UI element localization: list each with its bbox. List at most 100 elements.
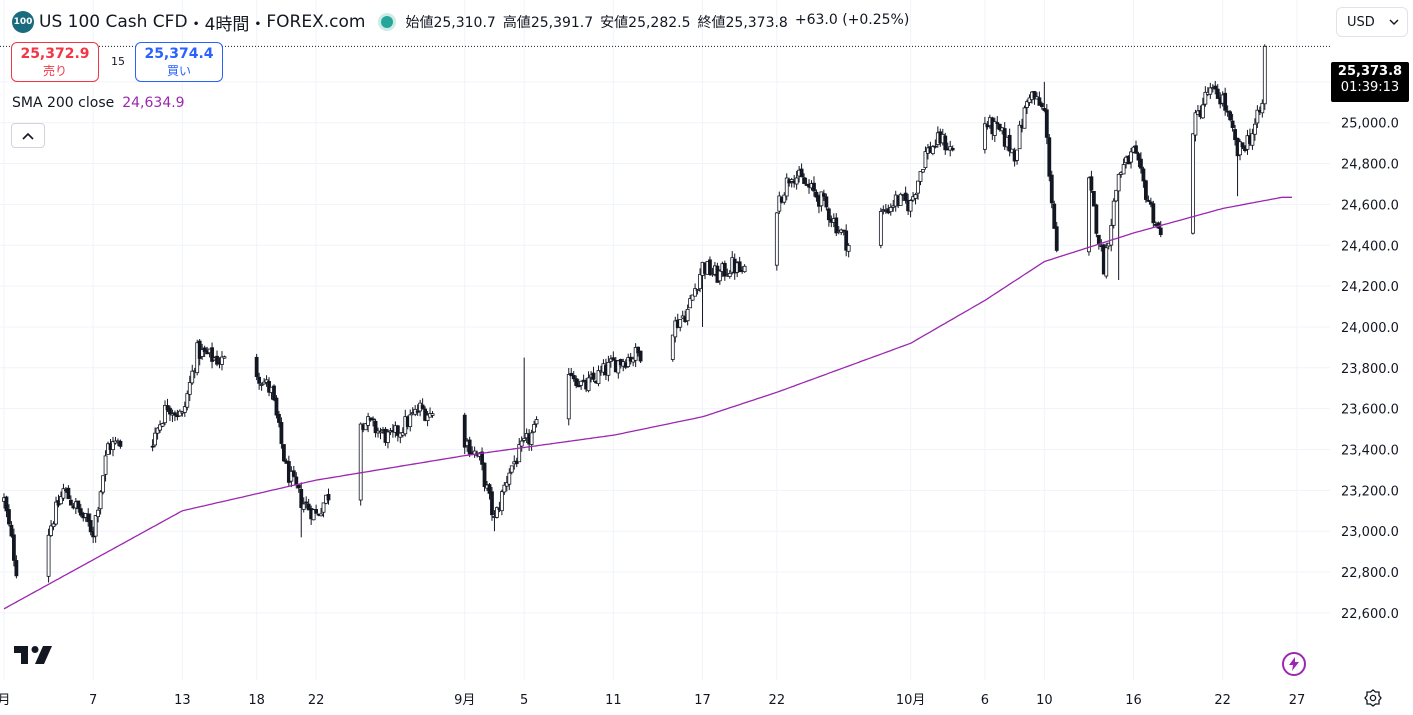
candle-body xyxy=(98,491,103,510)
candle-body xyxy=(1049,174,1054,204)
candle-body xyxy=(200,349,205,357)
candle-body xyxy=(933,145,938,148)
x-axis-tick-label: 16 xyxy=(1125,693,1142,708)
candle-body xyxy=(1134,145,1138,154)
gear-icon[interactable] xyxy=(1363,688,1383,708)
buy-label: 買い xyxy=(166,64,191,78)
candle-body xyxy=(688,298,693,309)
candle-body xyxy=(1215,88,1220,99)
candle-body xyxy=(812,182,816,192)
candle-body xyxy=(386,431,390,443)
candle-body xyxy=(1250,133,1255,146)
candle-body xyxy=(626,357,631,367)
y-axis-tick-label: 22,800.0 xyxy=(1341,566,1399,581)
candle-body xyxy=(1022,107,1027,129)
candle-body xyxy=(566,374,571,420)
candle-body xyxy=(921,169,925,173)
candle-body xyxy=(1032,91,1037,99)
candle-body xyxy=(499,491,504,512)
candle-body xyxy=(1252,123,1257,135)
candle-body xyxy=(1015,149,1019,161)
candle-body xyxy=(1193,112,1198,136)
sell-button[interactable]: 25,372.9 売り xyxy=(11,42,99,82)
candle-body xyxy=(799,168,804,178)
y-axis-tick-label: 22,600.0 xyxy=(1341,607,1399,622)
candle-body xyxy=(371,418,375,421)
candle-body xyxy=(311,509,316,521)
candle-body xyxy=(482,462,487,488)
candle-body xyxy=(670,334,675,360)
candle-body xyxy=(1025,101,1029,108)
y-axis-tick-label: 23,800.0 xyxy=(1341,362,1399,377)
x-axis-tick-label: 10月 xyxy=(896,693,926,708)
buy-button[interactable]: 25,374.4 買い xyxy=(135,42,223,82)
candle-body xyxy=(636,346,641,354)
candle-body xyxy=(155,427,160,434)
candle-body xyxy=(262,381,266,385)
indicator-legend[interactable]: SMA 200 close 24,634.9 xyxy=(12,95,185,111)
candle-body xyxy=(898,193,903,206)
currency-select[interactable]: USD xyxy=(1336,7,1408,37)
candle-body xyxy=(881,209,886,211)
tradingview-logo-icon[interactable] xyxy=(14,644,54,666)
candle-body xyxy=(296,484,301,489)
interval-label[interactable]: 4時間 xyxy=(204,14,250,35)
open-value: 25,310.7 xyxy=(433,15,496,31)
x-axis-tick-label: 10 xyxy=(1036,693,1053,708)
collapse-legend-button[interactable] xyxy=(11,123,45,148)
candle-body xyxy=(782,194,787,203)
x-axis-tick-label: 18 xyxy=(248,693,265,708)
x-axis-tick-label: 27 xyxy=(1289,693,1306,708)
candle-body xyxy=(173,412,177,416)
candle-body xyxy=(509,465,514,473)
candle-body xyxy=(480,451,484,465)
candle-body xyxy=(616,360,621,374)
candle-body xyxy=(1017,124,1022,150)
x-axis-tick-label: 5 xyxy=(520,693,528,708)
candle-body xyxy=(717,270,722,282)
candle-body xyxy=(46,534,51,577)
candle-body xyxy=(76,500,81,510)
exchange-label: FOREX.com xyxy=(266,12,366,32)
candle-body xyxy=(254,356,259,377)
candle-body xyxy=(695,289,700,292)
candle-body xyxy=(1233,129,1237,141)
candle-body xyxy=(395,425,400,436)
candle-body xyxy=(1255,109,1260,124)
x-axis-tick-label: 13 xyxy=(174,693,191,708)
bar-countdown: 01:39:13 xyxy=(1340,80,1400,95)
candle-body xyxy=(982,123,987,150)
candle-body xyxy=(14,560,19,577)
candle-body xyxy=(844,230,849,251)
y-axis-tick-label: 23,400.0 xyxy=(1341,444,1399,459)
candle-body xyxy=(708,259,712,275)
candle-body xyxy=(4,496,9,512)
candle-body xyxy=(1260,102,1265,114)
lightning-icon[interactable] xyxy=(1282,652,1306,676)
candle-body xyxy=(995,122,1000,124)
symbol-name[interactable]: US 100 Cash CFD xyxy=(39,12,188,32)
candle-body xyxy=(78,508,83,516)
y-axis-tick-label: 25,000.0 xyxy=(1341,117,1399,132)
candle-body xyxy=(1151,203,1156,224)
candle-body xyxy=(1044,109,1049,138)
candle-body xyxy=(1109,225,1114,246)
candle-body xyxy=(160,423,165,427)
candle-body xyxy=(222,356,227,359)
candle-body xyxy=(495,507,499,518)
high-value: 25,391.7 xyxy=(530,15,594,31)
header-separator: ・ xyxy=(249,14,267,35)
candle-body xyxy=(1087,177,1091,253)
candle-body xyxy=(794,177,799,185)
candle-body xyxy=(1111,200,1116,226)
candle-body xyxy=(1213,85,1218,90)
candle-body xyxy=(366,416,371,426)
x-axis-tick-label: 22 xyxy=(308,693,325,708)
candle-body xyxy=(257,376,262,384)
candle-body xyxy=(802,177,806,184)
candle-body xyxy=(992,121,997,136)
x-axis-tick-label: 9月 xyxy=(454,693,475,708)
candle-body xyxy=(1037,97,1042,106)
sell-label: 売り xyxy=(42,64,67,78)
